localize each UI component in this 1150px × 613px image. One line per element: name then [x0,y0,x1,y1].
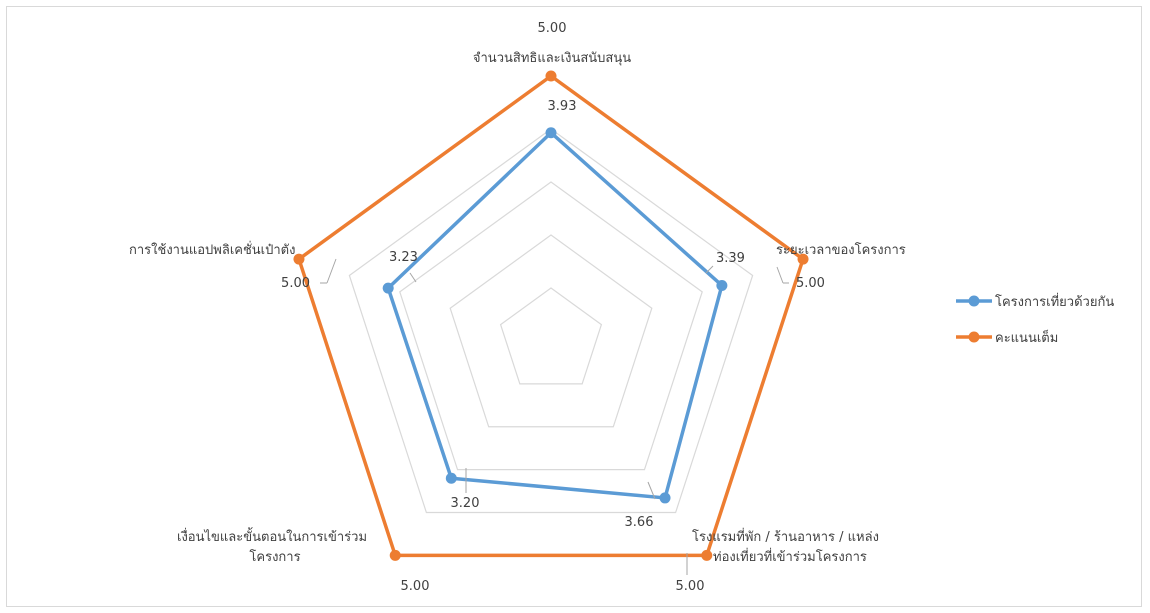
axis-label-2-line-1: ท่องเที่ยวที่เข้าร่วมโครงการ [713,548,867,565]
grid-ring-3 [399,181,703,471]
leader-value-1 [705,265,714,274]
series-value-label-1: 3.39 [716,251,745,266]
legend-label-0: โครงการเที่ยวด้วยกัน [995,293,1114,310]
series-1-point-0 [545,70,557,82]
axis-label-1: ระยะเวลาของโครงการ [776,242,906,258]
series-0-point-2 [659,492,671,504]
series-value-label-2: 3.66 [625,515,654,530]
series-1-point-3 [389,549,401,561]
full-score-label-0: 5.00 [538,21,567,36]
legend-marker-0 [968,295,980,307]
series-0-point-0 [545,127,557,139]
series-1-point-1 [797,253,809,265]
leader-fullscore-4-d [326,258,337,284]
leader-value-2 [647,481,656,500]
legend-label-1: คะแนนเต็ม [995,328,1058,346]
full-score-label-4: 5.00 [281,276,310,291]
series-value-label-4: 3.23 [389,250,418,265]
axis-label-3-line-1: โครงการ [249,549,300,565]
series-0-point-1 [716,279,728,291]
grid-ring-2 [449,234,653,428]
series-0-point-3 [445,472,457,484]
grid-ring-4 [348,128,754,514]
series-0-point-4 [382,282,394,294]
series-value-label-0: 3.93 [548,99,577,114]
axis-label-2: โรงแรมที่พัก / ร้านอาหาร / แหล่ง [692,528,879,545]
grid-ring-1 [499,287,603,385]
full-score-label-2: 5.00 [676,579,705,594]
series-1-point-4 [293,253,305,265]
full-score-label-3: 5.00 [401,579,430,594]
series-line-0 [386,130,724,500]
axis-label-0: จำนวนสิทธิและเงินสนับสนุน [473,51,631,66]
series-1-point-2 [701,549,713,561]
series-line-1 [297,74,805,558]
chart-area: จำนวนสิทธิและเงินสนับสนุนระยะเวลาของโครง… [6,6,1142,607]
legend-marker-1 [968,331,980,343]
leader-fullscore-1-d [776,266,784,284]
series-value-label-3: 3.20 [451,496,480,511]
leader-value-4 [409,272,417,283]
axis-label-3: เงื่อนไขและขั้นตอนในการเข้าร่วม [177,527,367,545]
full-score-label-1: 5.00 [796,276,825,291]
axis-label-4: การใช้งานแอปพลิเคชั่นเป๋าตัง [129,241,295,258]
radar-chart: จำนวนสิทธิและเงินสนับสนุนระยะเวลาของโครง… [129,21,1114,594]
